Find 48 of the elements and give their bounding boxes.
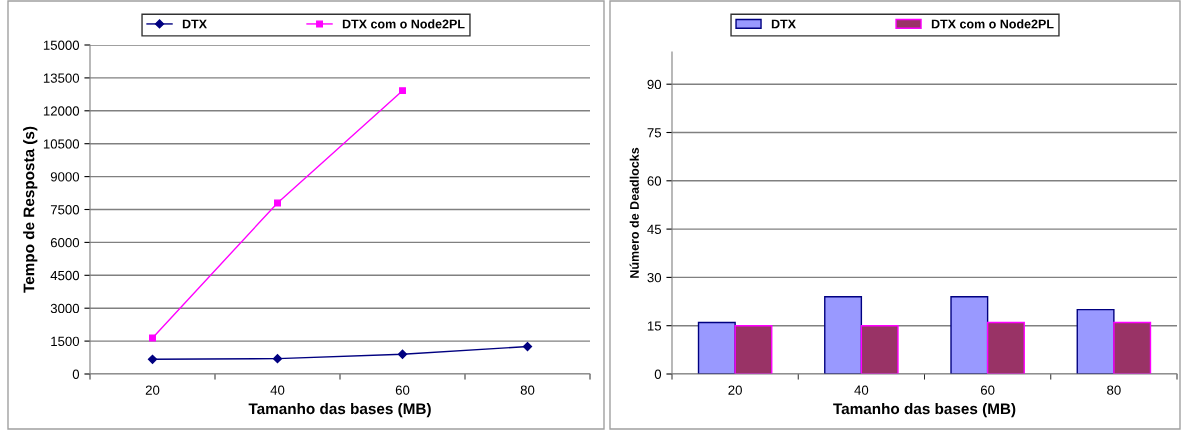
y-tick-label: 6000 bbox=[50, 237, 80, 248]
y-tick-label: 75 bbox=[647, 128, 662, 138]
x-tick-label: 80 bbox=[520, 385, 535, 395]
y-tick-label: 13500 bbox=[43, 73, 80, 83]
x-tick-label: 60 bbox=[395, 385, 410, 395]
x-tick-label: 60 bbox=[980, 385, 995, 395]
y-tick-label: 10500 bbox=[43, 139, 80, 149]
legend-label: DTX bbox=[771, 19, 796, 29]
y-tick-label: 60 bbox=[647, 176, 662, 186]
bar bbox=[860, 325, 899, 374]
y-tick-label: 9000 bbox=[50, 172, 80, 182]
point bbox=[272, 354, 283, 364]
y-tick-label: 45 bbox=[647, 224, 662, 235]
y-tick-label: 1500 bbox=[51, 336, 80, 347]
y-tick-label: 15000 bbox=[43, 40, 80, 50]
bar bbox=[824, 296, 863, 374]
bar bbox=[986, 321, 1025, 374]
y-tick-label: 0 bbox=[72, 369, 80, 379]
bar bbox=[950, 296, 989, 374]
y-tick-label: 30 bbox=[647, 272, 662, 283]
y-tick-label: 90 bbox=[647, 79, 662, 90]
y-tick-label: 7500 bbox=[50, 205, 80, 215]
bar bbox=[1076, 308, 1115, 374]
point bbox=[147, 354, 158, 364]
point bbox=[149, 334, 156, 342]
x-tick-label: 20 bbox=[145, 385, 160, 395]
x-tick-label: 80 bbox=[1107, 385, 1121, 395]
legend-label: DTX bbox=[182, 19, 207, 29]
x-tick-label: 20 bbox=[728, 385, 742, 395]
y-tick-label: 4500 bbox=[50, 270, 80, 281]
x-axis-title: Tamanho das bases (MB) bbox=[833, 402, 1016, 418]
y-axis-title: Número de Deadlocks bbox=[629, 147, 639, 278]
x-axis-title: Tamanho das bases (MB) bbox=[248, 402, 431, 418]
point bbox=[274, 199, 281, 207]
y-tick-label: 12000 bbox=[43, 106, 80, 116]
legend-label: DTX com o Node2PL bbox=[931, 19, 1054, 29]
bar bbox=[697, 321, 736, 374]
x-tick-label: 40 bbox=[270, 385, 285, 395]
point bbox=[399, 87, 406, 95]
y-tick-label: 3000 bbox=[50, 303, 80, 314]
y-tick-label: 15 bbox=[647, 321, 662, 331]
y-tick-label: 0 bbox=[654, 369, 662, 379]
bar bbox=[1113, 321, 1152, 374]
x-tick-label: 40 bbox=[854, 385, 869, 395]
y-axis-title: Tempo de Resposta (s) bbox=[23, 126, 38, 293]
point bbox=[397, 349, 408, 359]
bar bbox=[734, 325, 773, 374]
legend-label: DTX com o Node2PL bbox=[342, 19, 465, 29]
